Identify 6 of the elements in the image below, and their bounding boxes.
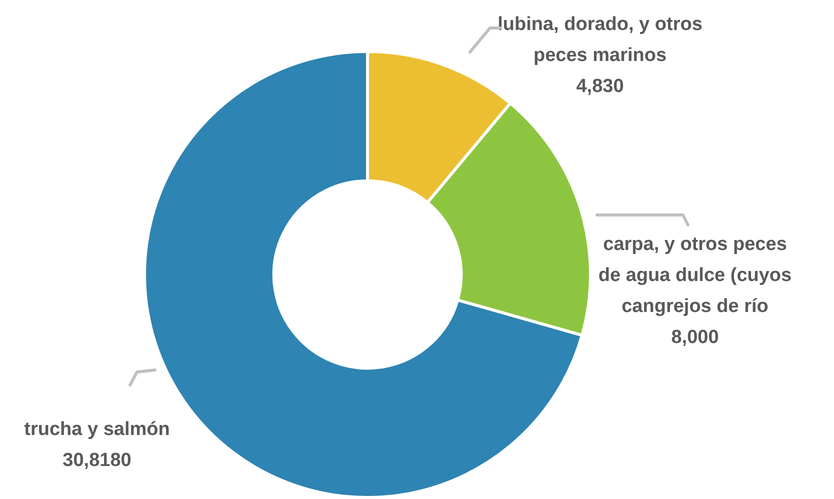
slice-label: lubina, dorado, y otros peces marinos [498, 14, 702, 66]
data-label: 30,8180 [62, 450, 132, 472]
slice-label: trucha y salmón [24, 419, 170, 440]
data-label: 4,830 [576, 76, 624, 98]
slice-label: carpa, y otros peces de agua dulce (cuyos cangrejos de río [598, 234, 792, 318]
data-label: 8,000 [671, 327, 719, 348]
